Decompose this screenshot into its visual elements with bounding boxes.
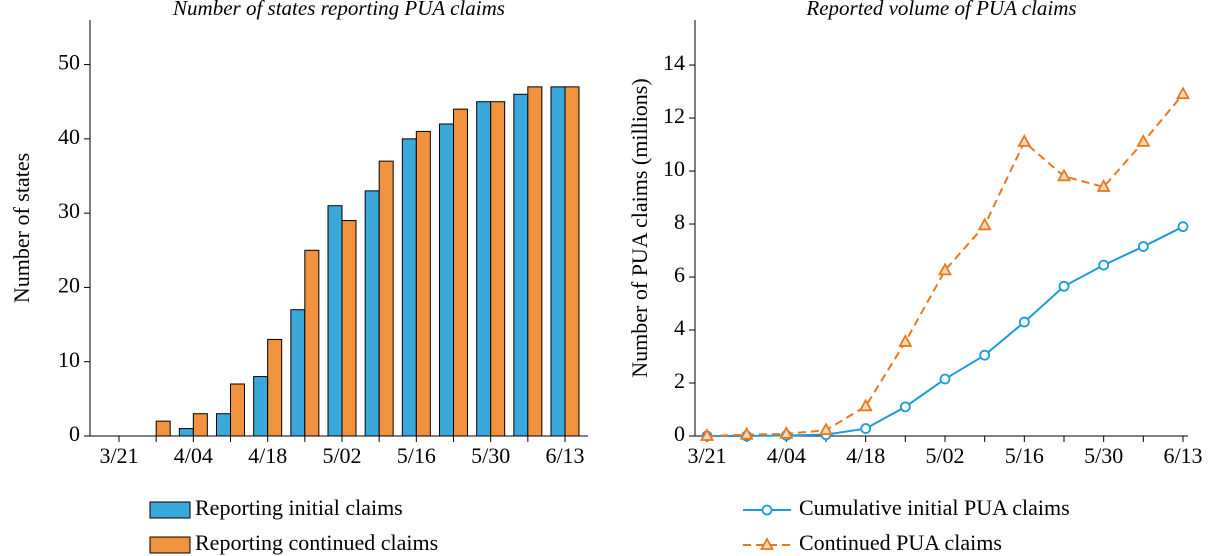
point [761, 504, 773, 516]
point [1058, 280, 1070, 292]
y-tick-label: 4 [674, 315, 685, 340]
bar [401, 138, 417, 437]
x-tick-label: 5/16 [1005, 443, 1044, 468]
point [939, 373, 951, 385]
point [779, 426, 794, 439]
y-axis-label: Number of states [9, 153, 34, 303]
x-tick-label: 3/21 [99, 443, 138, 468]
legend-label: Reporting initial claims [195, 495, 403, 520]
y-tick-label: 40 [58, 124, 80, 149]
x-tick-label: 5/30 [471, 443, 510, 468]
y-tick-label: 50 [58, 50, 80, 75]
point [1137, 241, 1149, 252]
point [818, 422, 834, 436]
bar [155, 420, 171, 437]
bar [216, 413, 231, 437]
point [898, 334, 913, 347]
legend-label: Continued PUA claims [799, 530, 1002, 555]
point [1056, 168, 1072, 182]
y-axis-label: Number of PUA claims (millions) [627, 78, 652, 377]
y-tick-label: 20 [58, 272, 80, 297]
point [937, 262, 953, 276]
bar [564, 86, 580, 437]
point [899, 401, 911, 413]
bar [476, 101, 492, 437]
y-tick-label: 0 [69, 421, 80, 446]
bar [439, 123, 454, 437]
legend-label: Reporting continued claims [195, 530, 438, 555]
x-tick-label: 3/21 [687, 443, 726, 468]
x-tick-label: 6/13 [545, 443, 584, 468]
bar [304, 249, 320, 437]
bar [178, 428, 194, 437]
x-tick-label: 4/04 [174, 443, 213, 468]
bar [290, 309, 306, 437]
x-tick-label: 4/04 [767, 443, 806, 468]
bar [267, 338, 283, 437]
point [979, 349, 991, 361]
bar [253, 376, 269, 437]
y-tick-label: 2 [674, 368, 685, 393]
x-tick-label: 6/13 [1163, 443, 1202, 468]
bar [378, 160, 394, 437]
bar [364, 190, 380, 437]
point [1017, 134, 1032, 147]
point [739, 426, 754, 440]
y-tick-label: 6 [674, 262, 685, 287]
bar [341, 220, 357, 437]
point [977, 217, 992, 231]
point [1098, 259, 1110, 271]
legend-swatch [149, 536, 191, 554]
bar [192, 413, 208, 437]
bar [490, 101, 506, 437]
chart-title: Number of states reporting PUA claims [172, 0, 505, 20]
bar [327, 205, 343, 437]
y-tick-label: 12 [663, 103, 685, 128]
bar [527, 86, 543, 437]
point [858, 398, 873, 412]
y-tick-label: 10 [663, 156, 685, 181]
bar [415, 130, 431, 437]
point [1136, 134, 1151, 147]
point [1096, 179, 1111, 192]
y-tick-label: 14 [663, 50, 685, 75]
y-tick-label: 0 [674, 421, 685, 446]
y-tick-label: 10 [58, 347, 80, 372]
point [1175, 86, 1191, 100]
bar [230, 383, 245, 437]
point [759, 537, 775, 550]
x-tick-label: 5/16 [397, 443, 436, 468]
point [1018, 316, 1030, 328]
bar [550, 86, 566, 437]
bar [453, 108, 468, 437]
y-tick-label: 8 [674, 209, 685, 234]
line [707, 225, 1184, 437]
x-tick-label: 5/02 [925, 443, 964, 468]
legend-swatch [149, 501, 191, 519]
x-tick-label: 5/30 [1084, 443, 1123, 468]
legend-label: Cumulative initial PUA claims [799, 495, 1070, 520]
y-tick-label: 30 [58, 198, 80, 223]
x-tick-label: 5/02 [322, 443, 361, 468]
chart-title: Reported volume of PUA claims [805, 0, 1076, 20]
point [860, 423, 872, 434]
x-tick-label: 4/18 [846, 443, 885, 468]
bar [513, 93, 529, 437]
x-tick-label: 4/18 [248, 443, 287, 468]
point [699, 428, 715, 441]
point [1177, 221, 1189, 233]
